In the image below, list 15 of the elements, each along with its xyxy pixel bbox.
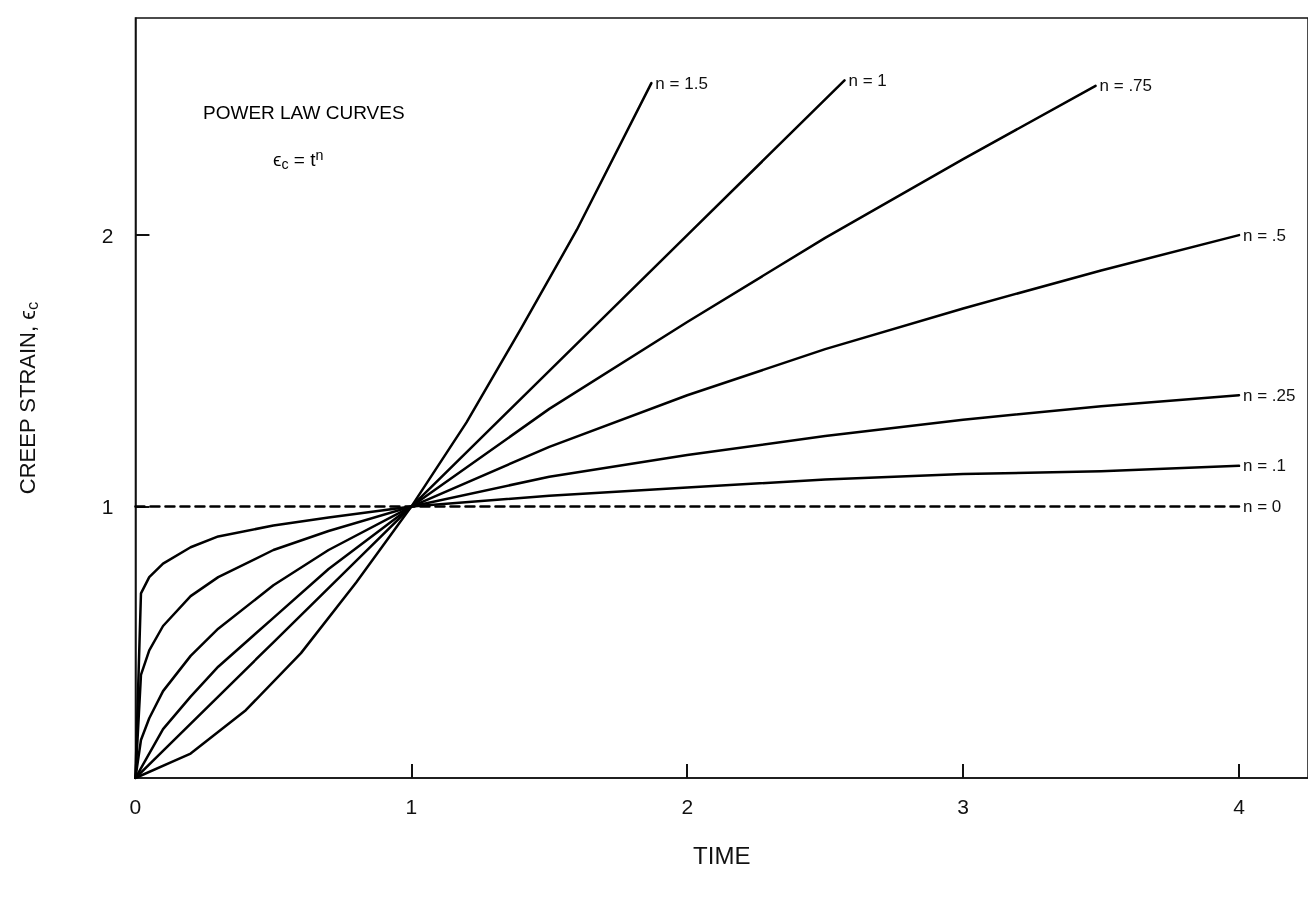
x-axis-title: TIME xyxy=(693,841,751,869)
series-label: n = 1.5 xyxy=(655,73,708,93)
series-label: n = .5 xyxy=(1243,225,1287,245)
series-label: n = 1 xyxy=(848,70,887,90)
x-tick-label: 1 xyxy=(405,795,418,818)
x-tick-label: 0 xyxy=(129,795,142,818)
x-tick-label: 4 xyxy=(1233,795,1246,818)
y-axis-title: CREEP STRAIN, ϵc xyxy=(14,301,41,495)
series-label: n = .1 xyxy=(1243,456,1287,476)
series-label: n = 0 xyxy=(1243,497,1282,517)
series-label: n = .75 xyxy=(1099,76,1153,96)
annotation: POWER LAW CURVES xyxy=(203,102,405,123)
x-tick-label: 3 xyxy=(957,795,969,818)
x-tick-label: 2 xyxy=(681,795,694,818)
series-label: n = .25 xyxy=(1243,385,1296,405)
